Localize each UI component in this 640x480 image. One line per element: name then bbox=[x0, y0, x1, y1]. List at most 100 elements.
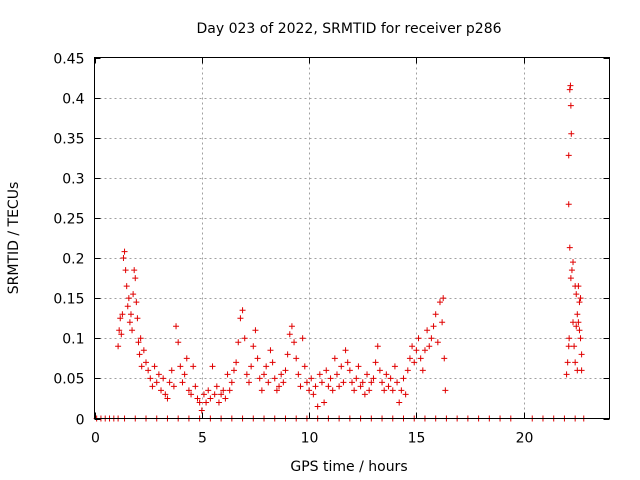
data-point bbox=[125, 295, 132, 302]
data-point bbox=[366, 387, 373, 394]
data-point bbox=[402, 391, 409, 398]
data-point bbox=[121, 248, 128, 255]
data-point bbox=[267, 347, 274, 354]
data-point bbox=[374, 343, 381, 350]
y-tick-label: 0.15 bbox=[53, 292, 84, 308]
data-point bbox=[286, 331, 293, 338]
y-tick-label: 0.35 bbox=[53, 132, 84, 148]
data-point bbox=[318, 379, 325, 386]
data-point bbox=[211, 391, 218, 398]
data-point bbox=[200, 391, 207, 398]
data-point bbox=[355, 363, 362, 370]
data-point bbox=[565, 343, 572, 350]
data-point bbox=[404, 367, 411, 374]
data-point bbox=[170, 383, 177, 390]
data-point bbox=[124, 303, 131, 310]
y-tick-label: 0 bbox=[76, 413, 85, 429]
y-tick-label: 0.1 bbox=[62, 332, 84, 348]
data-point bbox=[434, 339, 441, 346]
data-point bbox=[248, 363, 255, 370]
data-point bbox=[269, 359, 276, 366]
data-point bbox=[122, 267, 129, 274]
data-point bbox=[137, 335, 144, 342]
data-point bbox=[127, 311, 134, 318]
y-tick-label: 0.3 bbox=[62, 172, 84, 188]
data-point bbox=[239, 307, 246, 314]
data-point bbox=[160, 375, 167, 382]
data-point bbox=[344, 359, 351, 366]
plot-frame bbox=[94, 57, 610, 419]
data-point bbox=[265, 379, 272, 386]
x-tick-label: 10 bbox=[301, 431, 319, 447]
data-point bbox=[575, 319, 582, 326]
data-point bbox=[271, 375, 278, 382]
data-point bbox=[134, 315, 141, 322]
data-point bbox=[252, 327, 259, 334]
data-point bbox=[209, 363, 216, 370]
data-point bbox=[173, 323, 180, 330]
x-tick-label: 0 bbox=[91, 431, 100, 447]
data-point bbox=[428, 335, 435, 342]
data-point bbox=[426, 343, 433, 350]
grid-lines bbox=[94, 57, 610, 419]
data-point bbox=[568, 130, 575, 137]
data-point bbox=[413, 347, 420, 354]
data-point bbox=[213, 383, 220, 390]
x-tick-label: 20 bbox=[516, 431, 534, 447]
data-point bbox=[567, 82, 574, 89]
data-point bbox=[228, 379, 235, 386]
data-point bbox=[129, 327, 136, 334]
data-point bbox=[349, 379, 355, 386]
data-point bbox=[258, 387, 265, 394]
data-point bbox=[288, 323, 295, 330]
data-point bbox=[143, 359, 149, 366]
data-point bbox=[230, 367, 237, 374]
data-point bbox=[196, 399, 203, 406]
data-point bbox=[198, 407, 205, 414]
data-point bbox=[327, 375, 334, 382]
data-point bbox=[342, 347, 349, 354]
data-point bbox=[132, 275, 139, 282]
y-tick-label: 0.4 bbox=[62, 92, 84, 108]
data-point bbox=[117, 315, 124, 322]
data-point bbox=[316, 371, 323, 378]
data-point bbox=[301, 363, 308, 370]
chart-title: Day 023 of 2022, SRMTID for receiver p28… bbox=[196, 21, 501, 37]
x-axis-label: GPS time / hours bbox=[290, 459, 407, 475]
data-point bbox=[415, 335, 422, 342]
data-point bbox=[566, 335, 573, 342]
data-point bbox=[123, 283, 130, 290]
data-point bbox=[396, 399, 403, 406]
data-point bbox=[359, 379, 366, 386]
data-point bbox=[203, 399, 210, 406]
data-point bbox=[303, 379, 310, 386]
data-point bbox=[370, 375, 377, 382]
data-point bbox=[181, 371, 188, 378]
data-point bbox=[578, 351, 585, 358]
y-axis-label: SRMTID / TECUs bbox=[6, 182, 22, 295]
data-point bbox=[177, 363, 184, 370]
data-point bbox=[276, 383, 283, 390]
y-tick-label: 0.05 bbox=[53, 372, 84, 388]
data-point bbox=[131, 267, 138, 274]
data-point bbox=[571, 343, 578, 350]
data-point bbox=[243, 371, 250, 378]
data-point bbox=[295, 371, 302, 378]
data-point bbox=[135, 339, 142, 346]
data-point bbox=[130, 291, 137, 298]
data-point bbox=[133, 299, 140, 306]
data-point bbox=[331, 355, 338, 362]
x-tick-label: 15 bbox=[408, 431, 426, 447]
data-point bbox=[424, 327, 431, 334]
data-point bbox=[310, 391, 317, 398]
data-point bbox=[383, 371, 390, 378]
data-point bbox=[224, 371, 231, 378]
data-point bbox=[568, 267, 575, 274]
data-point bbox=[389, 387, 396, 394]
data-point bbox=[241, 335, 248, 342]
data-point bbox=[246, 379, 252, 386]
data-point bbox=[138, 363, 145, 370]
data-point bbox=[284, 351, 291, 358]
data-point bbox=[394, 379, 401, 386]
data-point bbox=[565, 201, 572, 208]
